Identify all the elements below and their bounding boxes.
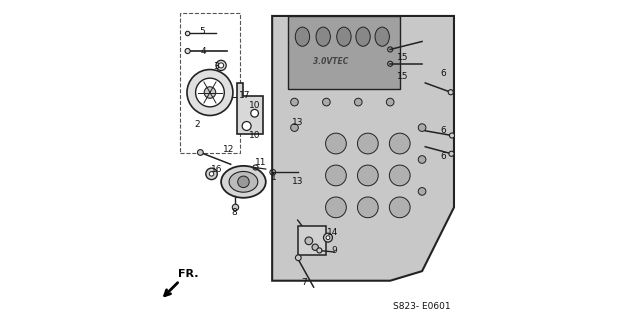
Ellipse shape — [358, 133, 378, 154]
Circle shape — [185, 48, 190, 54]
Text: 3.0VTEC: 3.0VTEC — [314, 57, 349, 66]
Circle shape — [206, 168, 218, 180]
Polygon shape — [298, 226, 326, 255]
Text: 13: 13 — [292, 177, 303, 186]
Polygon shape — [237, 83, 262, 134]
Text: 13: 13 — [292, 118, 303, 127]
Text: 16: 16 — [211, 165, 222, 174]
Text: 11: 11 — [255, 158, 267, 167]
Circle shape — [317, 248, 322, 253]
Text: 3: 3 — [214, 63, 219, 71]
Circle shape — [204, 87, 216, 98]
Circle shape — [198, 150, 204, 155]
Circle shape — [209, 172, 214, 176]
Circle shape — [419, 156, 426, 163]
Circle shape — [448, 90, 453, 95]
Circle shape — [291, 124, 298, 131]
Ellipse shape — [389, 197, 410, 218]
Text: 15: 15 — [397, 53, 409, 62]
Ellipse shape — [326, 165, 346, 186]
Text: 10: 10 — [249, 131, 260, 140]
Text: 6: 6 — [440, 126, 445, 135]
Text: 6: 6 — [440, 152, 445, 161]
Ellipse shape — [389, 133, 410, 154]
Text: 4: 4 — [201, 47, 206, 56]
Ellipse shape — [326, 133, 346, 154]
Text: 12: 12 — [223, 145, 235, 154]
Text: 1: 1 — [271, 173, 276, 182]
Circle shape — [251, 109, 259, 117]
Polygon shape — [272, 16, 454, 281]
Circle shape — [232, 204, 239, 211]
Text: S823- E0601: S823- E0601 — [393, 302, 451, 311]
Circle shape — [326, 236, 330, 240]
Ellipse shape — [358, 165, 378, 186]
Circle shape — [196, 78, 224, 107]
Ellipse shape — [221, 166, 266, 198]
Text: FR.: FR. — [178, 269, 198, 279]
Circle shape — [242, 122, 251, 130]
Circle shape — [323, 233, 332, 242]
Text: 14: 14 — [327, 228, 339, 237]
Circle shape — [216, 60, 226, 70]
Circle shape — [291, 98, 298, 106]
Ellipse shape — [229, 171, 258, 192]
Text: 9: 9 — [332, 246, 337, 255]
Circle shape — [449, 133, 454, 138]
Circle shape — [323, 98, 330, 106]
Text: 8: 8 — [231, 208, 237, 217]
Circle shape — [218, 63, 223, 68]
Ellipse shape — [389, 165, 410, 186]
Circle shape — [312, 244, 319, 250]
Ellipse shape — [358, 197, 378, 218]
Text: 7: 7 — [301, 278, 307, 287]
Circle shape — [387, 98, 394, 106]
Ellipse shape — [356, 27, 371, 46]
Text: 2: 2 — [195, 120, 200, 129]
Circle shape — [186, 31, 190, 36]
Ellipse shape — [316, 27, 330, 46]
Circle shape — [419, 188, 426, 195]
Ellipse shape — [326, 197, 346, 218]
Ellipse shape — [295, 27, 310, 46]
Circle shape — [355, 98, 362, 106]
Text: 15: 15 — [397, 72, 409, 81]
Circle shape — [305, 237, 313, 245]
Circle shape — [187, 70, 233, 115]
Polygon shape — [288, 16, 400, 89]
Circle shape — [296, 255, 301, 261]
Ellipse shape — [337, 27, 351, 46]
Text: 10: 10 — [249, 101, 260, 110]
Circle shape — [419, 124, 426, 131]
Circle shape — [449, 151, 454, 156]
Text: 17: 17 — [239, 91, 251, 100]
Ellipse shape — [375, 27, 389, 46]
Text: 6: 6 — [440, 69, 445, 78]
Text: 5: 5 — [199, 27, 205, 36]
Circle shape — [237, 176, 249, 188]
